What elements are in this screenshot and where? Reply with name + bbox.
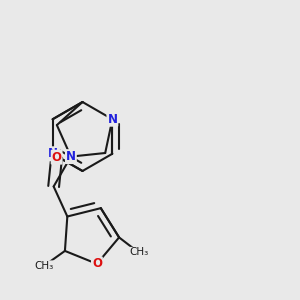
Text: O: O — [52, 151, 61, 164]
Text: CH₃: CH₃ — [129, 248, 148, 257]
Text: CH₃: CH₃ — [34, 261, 53, 271]
Text: O: O — [92, 257, 102, 270]
Text: N: N — [66, 150, 76, 163]
Text: N: N — [48, 147, 58, 160]
Text: N: N — [107, 113, 117, 126]
